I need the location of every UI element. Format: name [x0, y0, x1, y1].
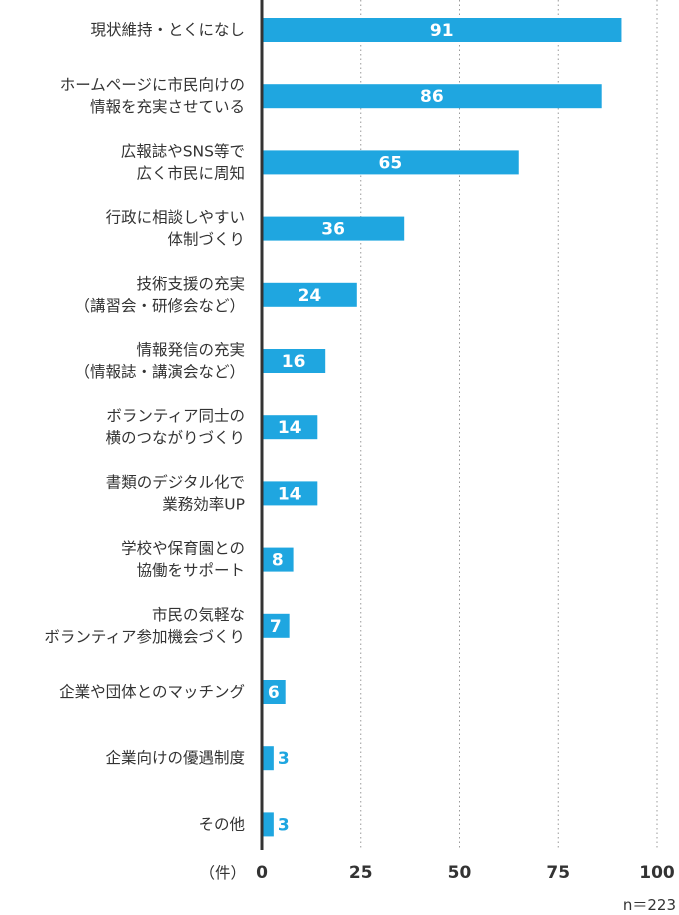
data-label: 14: [278, 484, 302, 504]
data-label: 24: [298, 286, 322, 306]
category-label: 業務効率UP: [162, 495, 245, 513]
bar: [262, 547, 294, 572]
x-axis-unit: （件）: [199, 864, 246, 882]
data-label: 3: [278, 749, 290, 769]
category-label: 学校や保育園との: [121, 540, 245, 558]
category-label: 横のつながりづくり: [105, 429, 245, 447]
bar: [262, 150, 519, 175]
bar: [262, 282, 357, 307]
category-label: 企業や団体とのマッチング: [59, 683, 245, 701]
bar: [262, 680, 286, 704]
bar: [262, 481, 318, 506]
gridlines: [360, 0, 658, 850]
bars: 91 86 65 36 24 16 14 14 8 7 6 3 3: [262, 18, 622, 837]
bar: [262, 415, 318, 440]
data-label: 36: [321, 220, 345, 240]
x-tick-label: 25: [349, 863, 373, 883]
category-label: 情報を充実させている: [90, 98, 245, 116]
x-tick-label: 50: [448, 863, 472, 883]
bar: [262, 613, 290, 638]
data-label: 7: [270, 617, 282, 637]
category-label: 書類のデジタル化で: [106, 472, 245, 491]
category-label: 広く市民に周知: [136, 164, 245, 182]
data-label: 3: [278, 815, 290, 835]
data-label: 16: [282, 352, 306, 372]
category-label: 協働をサポート: [136, 562, 245, 580]
bar: [262, 84, 602, 109]
category-label: （講習会・研修会など）: [74, 297, 245, 315]
data-label: 86: [420, 87, 444, 107]
category-label: ボランティア同士の: [106, 407, 245, 425]
category-label: 行政に相談しやすい: [106, 209, 245, 227]
data-label: 91: [430, 21, 454, 41]
category-label: ボランティア参加機会づくり: [44, 628, 245, 646]
category-label: 体制づくり: [167, 231, 245, 249]
bar: [262, 746, 274, 771]
data-label: 8: [272, 551, 284, 571]
category-label: ホームページに市民向けの: [60, 76, 245, 94]
sample-size-note: n＝223: [623, 896, 676, 914]
category-label: 広報誌やSNS等で: [121, 142, 245, 160]
category-labels: 現状維持・とくになしホームページに市民向けの情報を充実させている広報誌やSNS等…: [44, 21, 245, 833]
category-label: 技術支援の充実: [136, 275, 245, 293]
category-label: その他: [198, 815, 245, 833]
category-label: （情報誌・講演会など）: [74, 363, 245, 381]
category-label: 企業向けの優遇制度: [105, 749, 245, 767]
category-label: 現状維持・とくになし: [90, 21, 245, 39]
bar: [262, 349, 326, 373]
x-tick-label: 0: [256, 863, 268, 883]
x-tick-label: 75: [546, 863, 570, 883]
data-label: 65: [379, 153, 403, 173]
category-label: 市民の気軽な: [152, 606, 245, 624]
bar: [262, 18, 622, 42]
x-tick-label: 100: [639, 863, 675, 883]
data-label: 6: [268, 683, 280, 703]
bar: [262, 812, 274, 837]
category-label: 情報発信の充実: [136, 341, 245, 359]
x-tick-labels: 0 25 50 75 100: [256, 863, 675, 883]
data-label: 14: [278, 418, 302, 438]
bar: [262, 216, 405, 241]
